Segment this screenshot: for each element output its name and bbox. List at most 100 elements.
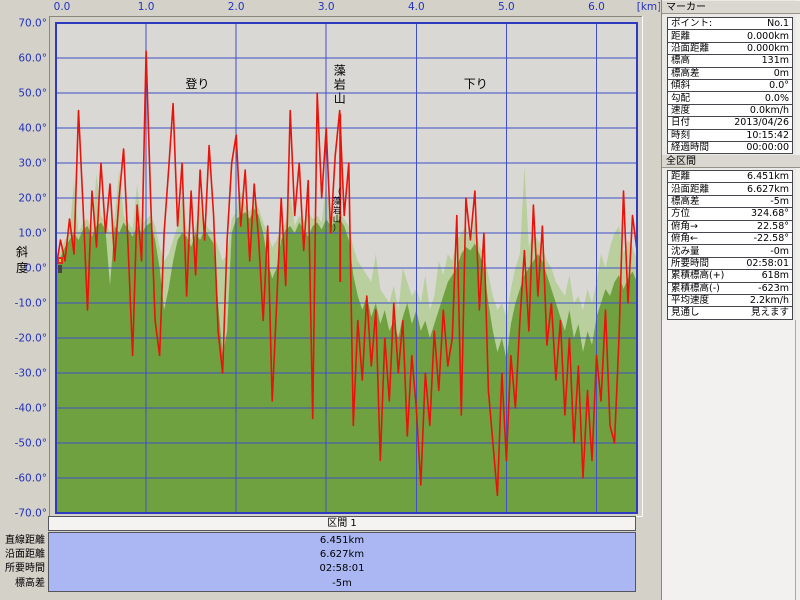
marker-row: 速度 0.0km/h xyxy=(667,103,793,118)
chart-annotation-vertical: 岩 xyxy=(333,205,342,216)
row-label: 平均速度 xyxy=(671,295,710,307)
y-axis-tick: 20.0° xyxy=(18,193,47,205)
total-row: 俯角← -22.58° xyxy=(667,231,793,246)
y-axis-tick: -30.0° xyxy=(15,368,47,380)
y-axis-tick: 60.0° xyxy=(18,53,47,65)
y-axis-tick: -20.0° xyxy=(15,333,47,345)
section-value: 6.627km xyxy=(319,549,365,561)
marker-row: 時刻 10:15:42 xyxy=(667,128,793,142)
row-value: 131m xyxy=(761,55,789,67)
y-axis-tick: 0.0° xyxy=(25,263,47,275)
section-label: 標高差 xyxy=(15,577,45,589)
section-label: 直線距離 xyxy=(5,535,45,546)
x-axis-tick: 1.0 xyxy=(138,1,155,13)
marker-table: ポイント: No.1 距離 0.000km 沿面距離 0.000km 標高 131m 標高差 0m… xyxy=(667,17,793,155)
row-label: 時刻 xyxy=(671,129,691,141)
row-label: ポイント: xyxy=(671,18,713,30)
row-value: 10:15:42 xyxy=(746,129,789,141)
panel-scroll-strip[interactable] xyxy=(796,0,800,600)
section-value: 6.451km xyxy=(319,535,365,546)
row-label: 日付 xyxy=(671,117,691,129)
slope-chart-plot[interactable]: 0.0 1.0 2.0 3.0 4.0 5.0 6.0 [km] 70.0° 60.0° 50.0°… xyxy=(0,0,660,520)
y-axis-title: 度 xyxy=(16,260,28,275)
x-axis-tick: 4.0 xyxy=(408,1,425,13)
y-axis-tick: 40.0° xyxy=(18,123,47,135)
row-value: 324.68° xyxy=(751,208,789,220)
marker-panel-header: マーカー xyxy=(662,1,800,14)
row-label: 距離 xyxy=(671,30,691,42)
row-value: 0.000km xyxy=(747,42,789,54)
row-label: 速度 xyxy=(671,104,691,116)
x-axis-tick: 5.0 xyxy=(498,1,515,13)
chart-annotation-vertical: （ xyxy=(333,187,342,198)
marker-row: ポイント: No.1 xyxy=(667,17,793,31)
row-label: 勾配 xyxy=(671,92,691,104)
info-panel: マーカー ポイント: No.1 距離 0.000km 沿面距離 0.000km 標高 131m… xyxy=(661,0,800,600)
chart-annotation-vertical: 藻 xyxy=(334,63,346,77)
row-value: 6.627km xyxy=(747,183,789,195)
section-row-labels: 直線距離 沿面距離 所要時間 標高差 xyxy=(0,534,45,591)
row-value: 2.2km/h xyxy=(749,295,789,307)
chart-annotation-vertical: 山 xyxy=(333,214,342,225)
total-row: 累積標高(-) -623m xyxy=(667,281,793,295)
row-value: 22.58° xyxy=(757,220,789,232)
section-value: -5m xyxy=(332,577,352,589)
total-row: 標高差 -5m xyxy=(667,194,793,209)
row-label: 俯角→ xyxy=(671,220,698,232)
total-row: 距離 6.451km xyxy=(667,170,793,184)
total-row: 方位 324.68° xyxy=(667,207,793,221)
slope-line-series xyxy=(55,50,638,497)
row-label: 経過時間 xyxy=(671,142,710,154)
section-label: 所要時間 xyxy=(5,563,45,575)
row-value: 0.000km xyxy=(747,30,789,42)
chart-annotation: 下り xyxy=(464,77,488,91)
chart-annotation-vertical: 藻 xyxy=(333,196,342,207)
total-row: 見通し 見えます xyxy=(667,306,793,320)
y-axis-tick: -10.0° xyxy=(15,298,47,310)
total-table: 距離 6.451km 沿面距離 6.627km 標高差 -5m 方位 324.68° 俯角→ 22… xyxy=(667,170,793,320)
chart-annotation-vertical: 岩 xyxy=(334,76,346,91)
panel-empty-area xyxy=(662,320,796,600)
row-value: 0.0% xyxy=(764,92,789,104)
y-axis-tick: -40.0° xyxy=(15,403,47,415)
row-value: 6.451km xyxy=(747,171,789,183)
row-value: -22.58° xyxy=(753,233,789,245)
row-value: No.1 xyxy=(767,18,789,30)
row-value: 618m xyxy=(761,270,789,282)
marker-row: 沿面距離 0.000km xyxy=(667,41,793,56)
y-axis-tick: 10.0° xyxy=(18,228,47,240)
row-label: 方位 xyxy=(671,208,691,220)
row-label: 見通し xyxy=(671,307,700,319)
row-label: 標高差 xyxy=(671,195,700,207)
section-value: 02:58:01 xyxy=(319,563,365,575)
total-row: 沈み量 -0m xyxy=(667,244,793,258)
y-axis-tick: -50.0° xyxy=(15,438,47,450)
y-axis-title: 斜 xyxy=(16,245,28,259)
marker-row: 勾配 0.0% xyxy=(667,91,793,105)
row-label: 沿面距離 xyxy=(671,183,710,195)
plot-border xyxy=(55,22,638,514)
row-label: 沈み量 xyxy=(671,245,700,257)
row-label: 俯角← xyxy=(671,233,698,245)
row-value: -623m xyxy=(758,282,789,294)
y-axis-tick: 30.0° xyxy=(18,158,47,170)
chart-annotation: 登り xyxy=(185,76,209,91)
row-value: 見えます xyxy=(750,307,789,319)
start-marker-icon-base xyxy=(58,265,62,273)
total-row: 沿面距離 6.627km xyxy=(667,182,793,196)
section-label: 沿面距離 xyxy=(5,549,45,561)
section-values: 6.451km 6.627km 02:58:01 -5m xyxy=(48,532,636,592)
start-marker-icon-detail xyxy=(59,259,61,262)
row-value: 0.0km/h xyxy=(749,104,789,116)
row-value: 0.0° xyxy=(769,80,789,92)
marker-row: 日付 2013/04/26 xyxy=(667,116,793,130)
row-label: 累積標高(+) xyxy=(671,270,725,282)
total-row: 平均速度 2.2km/h xyxy=(667,293,793,308)
total-row: 俯角→ 22.58° xyxy=(667,219,793,233)
row-value: -5m xyxy=(770,195,789,207)
section-header: 区間 1 xyxy=(48,516,636,531)
row-value: 2013/04/26 xyxy=(734,117,789,129)
marker-row: 傾斜 0.0° xyxy=(667,78,793,93)
x-axis-tick: 6.0 xyxy=(588,1,605,13)
row-value: -0m xyxy=(770,245,789,257)
